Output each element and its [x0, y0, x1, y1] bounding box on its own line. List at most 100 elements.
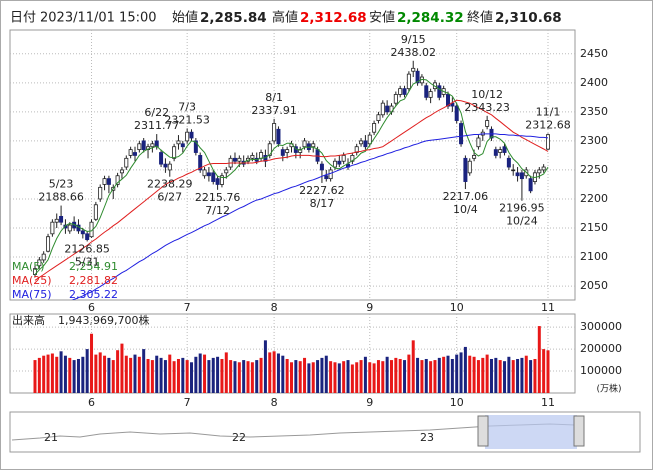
volume-bar — [303, 357, 307, 393]
candle-body — [411, 67, 416, 72]
navigator-handle[interactable] — [573, 415, 585, 447]
volume-bar — [59, 351, 63, 393]
candle-body — [467, 160, 472, 174]
candle-body — [354, 146, 359, 153]
candle-body — [167, 163, 172, 171]
y-tick-label: 2350 — [580, 105, 608, 118]
candle-body — [472, 155, 477, 159]
y-tick-label: 2250 — [580, 163, 608, 176]
header-value: 2,285.84 — [200, 10, 267, 26]
candle-body — [80, 230, 85, 235]
candle-body — [311, 143, 316, 148]
candle-body — [172, 146, 177, 159]
annotation-date: 9/15 — [401, 33, 426, 46]
volume-bar — [524, 355, 528, 393]
ma-line — [71, 133, 549, 300]
x-tick-label: 7 — [184, 396, 191, 409]
volume-bar — [103, 355, 107, 393]
header-value: 2,284.32 — [397, 10, 464, 26]
legend-name: MA(5) — [12, 260, 45, 273]
candle-body — [193, 140, 198, 153]
y-tick-label: 2300 — [580, 134, 608, 147]
volume-bar — [263, 340, 267, 393]
candle-body — [332, 160, 337, 168]
candle-body — [124, 157, 129, 168]
x-tick-label: 9 — [366, 301, 373, 314]
candle-body — [211, 172, 216, 182]
annotation-value: 2217.06 — [443, 190, 489, 203]
annotation-date: 7/3 — [178, 100, 196, 113]
volume-bar — [181, 357, 185, 393]
candle-body — [402, 88, 407, 95]
y-tick-label: 2150 — [580, 221, 608, 234]
candle-body — [454, 105, 459, 121]
candle-body — [54, 218, 59, 223]
volume-bar — [463, 346, 467, 393]
volume-bar — [324, 355, 328, 393]
volume-bar — [229, 360, 233, 393]
volume-bar — [472, 356, 476, 393]
navigator-range[interactable] — [485, 415, 577, 449]
candle-body — [202, 169, 207, 177]
volume-bar — [494, 357, 498, 393]
annotation-value: 2188.66 — [38, 191, 84, 204]
volume-bar — [398, 358, 402, 393]
volume-bar — [259, 357, 263, 393]
volume-bar — [529, 360, 533, 393]
volume-bar — [68, 357, 72, 393]
candle-body — [511, 169, 516, 172]
annotation-value: 2126.85 — [64, 242, 110, 255]
candle-body — [363, 140, 368, 148]
navigator-handle[interactable] — [477, 415, 489, 447]
candle-body — [541, 166, 546, 171]
candle-body — [376, 114, 381, 121]
volume-bar — [533, 358, 537, 393]
volume-bar — [176, 358, 180, 393]
candle-body — [224, 169, 229, 174]
candle-body — [280, 149, 285, 156]
legend-value: 2,254.91 — [69, 260, 118, 273]
volume-bar — [368, 362, 372, 393]
annotation-value: 2312.68 — [525, 119, 571, 132]
candle-body — [341, 155, 346, 162]
volume-bar — [81, 356, 85, 393]
annotation-date: 8/1 — [265, 91, 283, 104]
volume-bar — [133, 354, 137, 393]
candle-body — [259, 152, 264, 159]
volume-bar — [207, 360, 211, 393]
volume-bar — [129, 357, 133, 393]
candle-body — [415, 70, 420, 84]
header-label: 始値 — [172, 10, 198, 26]
candle-body — [328, 169, 333, 180]
volume-bar — [268, 352, 272, 393]
volume-bar — [411, 340, 415, 393]
candle-body — [319, 163, 324, 171]
candle-body — [463, 157, 468, 182]
volume-bar — [546, 350, 550, 393]
x-tick-label: 7 — [184, 301, 191, 314]
candle-body — [302, 140, 307, 148]
volume-bar — [316, 360, 320, 393]
volume-bar — [281, 355, 285, 393]
navigator-label: 23 — [420, 431, 434, 444]
header-value: 2,312.68 — [300, 10, 367, 26]
volume-bar — [76, 358, 80, 393]
volume-bar — [503, 361, 507, 393]
volume-bar — [290, 362, 293, 393]
x-tick-label: 11 — [541, 301, 555, 314]
candle-body — [476, 137, 481, 148]
volume-bar — [168, 354, 172, 393]
annotation-date: 5/31 — [75, 255, 100, 268]
annotation-date: 5/23 — [49, 178, 74, 191]
volume-bar — [394, 357, 398, 393]
annotation-date: 7/12 — [205, 204, 230, 217]
y-tick-label: 100000 — [580, 364, 622, 377]
candle-body — [546, 134, 551, 150]
candle-body — [398, 88, 403, 95]
x-tick-label: 10 — [450, 396, 464, 409]
volume-bar — [320, 357, 324, 393]
volume-bar — [242, 360, 246, 393]
candle-body — [459, 123, 464, 145]
y-tick-label: 2050 — [580, 279, 608, 292]
candle-body — [206, 172, 211, 177]
